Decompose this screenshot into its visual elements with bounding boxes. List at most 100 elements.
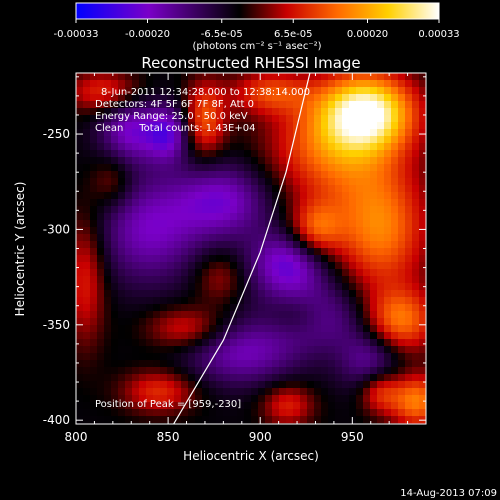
heatmap-cell (300, 353, 308, 361)
heatmap-cell (223, 164, 231, 172)
heatmap-cell (419, 262, 426, 270)
heatmap-cell (335, 192, 343, 200)
heatmap-cell (363, 276, 371, 284)
heatmap-cell (90, 164, 98, 172)
heatmap-cell (139, 304, 147, 312)
colorbar-ticks: -0.00033 -0.00020 -6.5e-05 6.5e-05 0.00020 0.… (54, 19, 460, 40)
heatmap-cell (202, 178, 210, 186)
heatmap-cell (412, 192, 420, 200)
heatmap-cell (419, 248, 426, 256)
heatmap-cell (384, 395, 392, 403)
heatmap-cell (391, 94, 399, 102)
heatmap-cell (307, 290, 315, 298)
heatmap-cell (174, 297, 182, 305)
heatmap-cell (286, 325, 294, 333)
heatmap-cell (279, 262, 287, 270)
heatmap-cell (377, 108, 385, 116)
heatmap-cell (244, 290, 252, 298)
heatmap-cell (363, 346, 371, 354)
heatmap-cell (174, 227, 182, 235)
heatmap-cell (223, 80, 231, 88)
heatmap-cell (153, 122, 161, 130)
heatmap-cell (384, 171, 392, 179)
heatmap-cell (160, 248, 168, 256)
heatmap-cell (342, 143, 350, 151)
heatmap-cell (279, 129, 287, 137)
heatmap-cell (335, 325, 343, 333)
heatmap-cell (265, 346, 273, 354)
heatmap-cell (321, 416, 329, 424)
heatmap-cell (237, 276, 245, 284)
heatmap-cell (160, 276, 168, 284)
heatmap-cell (237, 94, 245, 102)
heatmap-cell (146, 402, 154, 410)
heatmap-cell (398, 304, 406, 312)
heatmap-cell (412, 262, 420, 270)
heatmap-cell (279, 234, 287, 242)
heatmap-cell (293, 262, 301, 270)
heatmap-cell (363, 136, 371, 144)
heatmap-cell (314, 80, 322, 88)
heatmap-cell (314, 199, 322, 207)
heatmap-cell (370, 304, 378, 312)
heatmap-cell (97, 171, 105, 179)
heatmap-cell (307, 143, 315, 151)
colorbar-unit-label: (photons cm⁻² s⁻¹ asec⁻²) (192, 41, 321, 52)
heatmap-cell (398, 192, 406, 200)
heatmap-cell (293, 290, 301, 298)
heatmap-cell (209, 304, 217, 312)
heatmap-cell (202, 227, 210, 235)
heatmap-cell (160, 241, 168, 249)
heatmap-cell (153, 409, 161, 417)
heatmap-cell (181, 143, 189, 151)
chart-title: Reconstructed RHESSI Image (141, 54, 360, 72)
heatmap-cell (321, 388, 329, 396)
heatmap-cell (258, 164, 266, 172)
heatmap-cell (398, 206, 406, 214)
heatmap-cell (307, 409, 315, 417)
heatmap-cell (139, 234, 147, 242)
heatmap-cell (405, 304, 413, 312)
heatmap-cell (363, 94, 371, 102)
heatmap-cell (83, 353, 91, 361)
heatmap-cell (90, 311, 98, 319)
heatmap-cell (153, 213, 161, 221)
heatmap-cell (384, 136, 392, 144)
heatmap-cell (398, 318, 406, 326)
heatmap-cell (335, 164, 343, 172)
heatmap-cell (272, 185, 280, 193)
heatmap-cell (370, 178, 378, 186)
heatmap-cell (104, 143, 112, 151)
heatmap-cell (258, 206, 266, 214)
colorbar-tick-label: 0.00033 (418, 29, 459, 40)
heatmap-cell (300, 143, 308, 151)
heatmap-cell (314, 395, 322, 403)
heatmap-cell (328, 318, 336, 326)
heatmap-cell (111, 353, 119, 361)
heatmap-cell (335, 290, 343, 298)
heatmap-cell (188, 346, 196, 354)
heatmap-cell (244, 360, 252, 368)
heatmap-cell (419, 227, 426, 235)
heatmap-cell (216, 234, 224, 242)
heatmap-cell (300, 150, 308, 158)
heatmap-cell (300, 367, 308, 375)
heatmap-cell (398, 325, 406, 333)
heatmap-cell (223, 297, 231, 305)
heatmap-cell (118, 178, 126, 186)
heatmap-cell (202, 255, 210, 263)
heatmap-cell (237, 297, 245, 305)
heatmap-cell (307, 164, 315, 172)
heatmap-cell (209, 227, 217, 235)
heatmap-cell (188, 255, 196, 263)
heatmap-cell (419, 178, 426, 186)
heatmap-cell (237, 255, 245, 263)
heatmap-cell (230, 360, 238, 368)
heatmap-cell (216, 283, 224, 291)
heatmap-cell (335, 220, 343, 228)
heatmap-cell (356, 304, 364, 312)
heatmap-cell (293, 248, 301, 256)
heatmap-cell (349, 164, 357, 172)
heatmap-cell (118, 311, 126, 319)
heatmap-cell (76, 339, 84, 347)
